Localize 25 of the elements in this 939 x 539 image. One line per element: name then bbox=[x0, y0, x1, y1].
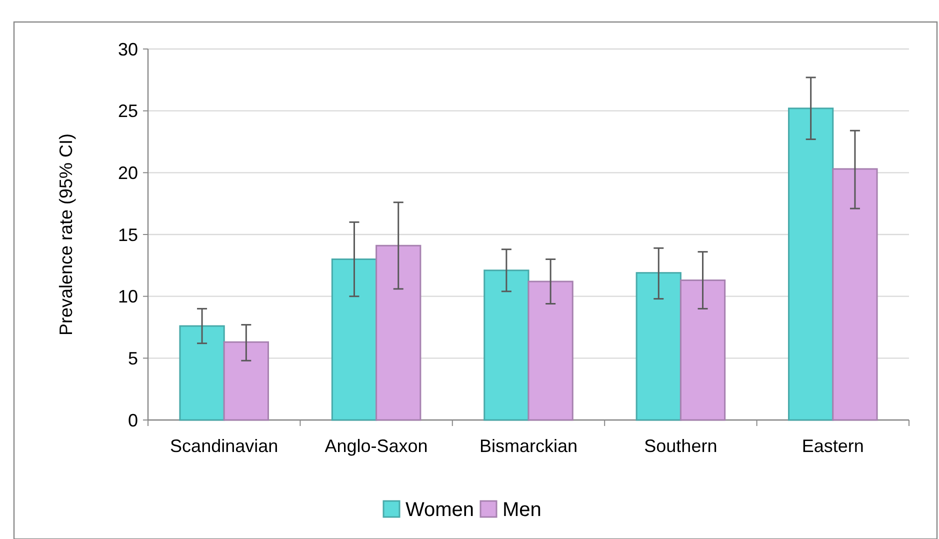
y-tick-label: 5 bbox=[128, 348, 138, 368]
legend-label: Men bbox=[502, 499, 542, 521]
x-tick-label: Anglo-Saxon bbox=[324, 436, 428, 456]
x-tick-label: Eastern bbox=[802, 436, 864, 456]
legend-label: Women bbox=[406, 499, 474, 521]
bar bbox=[484, 270, 530, 421]
bar bbox=[636, 272, 682, 421]
bar bbox=[528, 280, 574, 421]
bar bbox=[223, 341, 269, 421]
y-axis-title: Prevalence rate (95% CI) bbox=[56, 133, 76, 336]
y-tick-label: 25 bbox=[118, 101, 138, 122]
x-tick-label: Bismarckian bbox=[479, 436, 578, 456]
y-tick-label: 30 bbox=[118, 39, 138, 60]
bar bbox=[680, 280, 726, 421]
bar bbox=[179, 325, 225, 421]
y-tick-label: 10 bbox=[118, 286, 138, 307]
x-tick-label: Southern bbox=[644, 436, 718, 456]
bar bbox=[788, 108, 834, 421]
bar bbox=[331, 258, 378, 421]
y-tick-label: 15 bbox=[118, 224, 138, 245]
y-tick-label: 0 bbox=[128, 410, 138, 430]
bar bbox=[832, 168, 878, 421]
x-tick-label: Scandinavian bbox=[170, 436, 278, 456]
y-tick-label: 20 bbox=[118, 162, 138, 183]
bar bbox=[376, 244, 422, 421]
